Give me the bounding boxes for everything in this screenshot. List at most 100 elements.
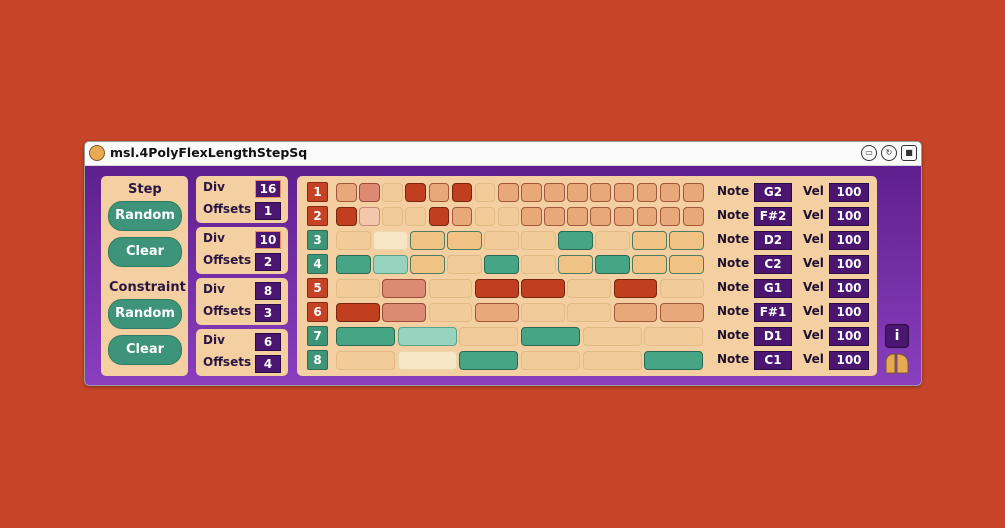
step-cell[interactable] [428,206,450,226]
constraint-random-button[interactable]: Random [108,299,182,329]
row-2-button[interactable]: 2 [307,206,328,226]
step-cell[interactable] [336,230,371,250]
step-cell[interactable] [590,206,611,226]
row-4-button[interactable]: 4 [307,254,328,274]
step-cell[interactable] [382,302,426,322]
step-cell[interactable] [659,278,704,298]
note-value[interactable]: C1 [754,351,792,370]
frame-icon[interactable]: ▭ [861,145,877,161]
step-cell[interactable] [410,254,445,274]
step-cell[interactable] [474,278,519,298]
step-cell[interactable] [451,206,473,226]
velocity-value[interactable]: 100 [829,279,869,298]
step-cell[interactable] [497,206,519,226]
div-value[interactable]: 10 [255,231,281,249]
step-cell[interactable] [474,302,519,322]
velocity-value[interactable]: 100 [829,183,869,202]
save-icon[interactable]: ■ [901,145,917,161]
div-value[interactable]: 6 [255,333,281,351]
step-cell[interactable] [644,350,704,370]
step-cell[interactable] [613,206,635,226]
velocity-value[interactable]: 100 [829,303,869,322]
note-value[interactable]: D2 [754,231,792,250]
div-value[interactable]: 16 [255,180,281,198]
step-cell[interactable] [582,350,642,370]
step-cell[interactable] [521,350,581,370]
step-cell[interactable] [669,254,704,274]
info-button[interactable]: i [885,324,909,348]
step-cell[interactable] [613,302,658,322]
step-cell[interactable] [497,182,519,202]
step-cell[interactable] [669,230,704,250]
div-value[interactable]: 8 [255,282,281,300]
row-3-button[interactable]: 3 [307,230,328,250]
step-cell[interactable] [447,254,482,274]
step-cell[interactable] [336,278,380,298]
step-cell[interactable] [484,230,519,250]
note-value[interactable]: G1 [754,279,792,298]
step-cell[interactable] [582,326,642,346]
offsets-value[interactable]: 1 [255,202,281,220]
step-cell[interactable] [336,182,357,202]
step-cell[interactable] [544,206,565,226]
step-cell[interactable] [567,182,588,202]
note-value[interactable]: D1 [754,327,792,346]
step-cell[interactable] [632,254,667,274]
constraint-clear-button[interactable]: Clear [108,335,182,365]
step-cell[interactable] [474,206,496,226]
step-cell[interactable] [405,206,426,226]
step-cell[interactable] [382,278,426,298]
step-cell[interactable] [521,302,565,322]
note-value[interactable]: G2 [754,183,792,202]
note-value[interactable]: F#1 [754,303,792,322]
step-cell[interactable] [632,230,667,250]
step-cell[interactable] [595,230,630,250]
step-cell[interactable] [359,182,380,202]
step-cell[interactable] [397,326,457,346]
velocity-value[interactable]: 100 [829,351,869,370]
velocity-value[interactable]: 100 [829,255,869,274]
step-cell[interactable] [521,254,556,274]
step-cell[interactable] [428,302,473,322]
step-cell[interactable] [558,254,593,274]
step-cell[interactable] [613,182,635,202]
note-value[interactable]: F#2 [754,207,792,226]
row-6-button[interactable]: 6 [307,302,328,322]
step-cell[interactable] [410,230,445,250]
step-cell[interactable] [484,254,519,274]
step-cell[interactable] [373,230,408,250]
row-5-button[interactable]: 5 [307,278,328,298]
step-cell[interactable] [459,326,519,346]
step-cell[interactable] [659,206,681,226]
step-cell[interactable] [644,326,704,346]
step-cell[interactable] [459,350,519,370]
step-cell[interactable] [373,254,408,274]
step-cell[interactable] [336,254,371,274]
offsets-value[interactable]: 3 [255,304,281,322]
offsets-value[interactable]: 4 [255,355,281,373]
velocity-value[interactable]: 100 [829,327,869,346]
velocity-value[interactable]: 100 [829,207,869,226]
app-icon[interactable] [89,145,105,161]
step-cell[interactable] [613,278,658,298]
step-random-button[interactable]: Random [108,201,182,231]
step-cell[interactable] [636,182,658,202]
step-cell[interactable] [336,326,396,346]
step-cell[interactable] [336,302,380,322]
step-cell[interactable] [636,206,658,226]
step-cell[interactable] [521,326,581,346]
step-cell[interactable] [451,182,473,202]
step-cell[interactable] [405,182,426,202]
offsets-value[interactable]: 2 [255,253,281,271]
step-cell[interactable] [659,182,681,202]
step-cell[interactable] [682,182,704,202]
step-cell[interactable] [521,278,565,298]
step-cell[interactable] [336,350,396,370]
step-cell[interactable] [682,206,704,226]
step-cell[interactable] [382,182,403,202]
step-cell[interactable] [428,182,450,202]
note-value[interactable]: C2 [754,255,792,274]
step-cell[interactable] [590,182,611,202]
step-cell[interactable] [521,230,556,250]
step-cell[interactable] [397,350,457,370]
